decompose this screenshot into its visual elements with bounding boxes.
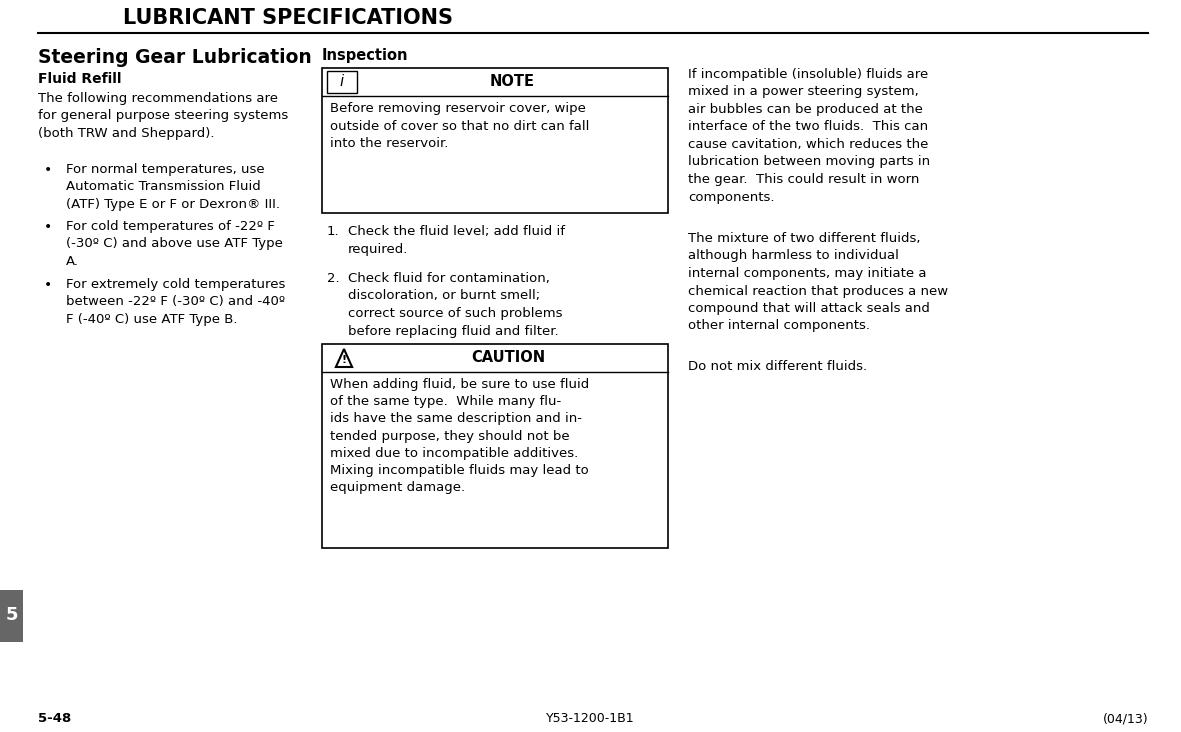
Text: Check the fluid level; add fluid if
required.: Check the fluid level; add fluid if requ… xyxy=(348,225,565,255)
Text: Inspection: Inspection xyxy=(322,48,409,63)
Text: 5-48: 5-48 xyxy=(38,712,71,725)
Text: •: • xyxy=(44,163,52,177)
Text: For cold temperatures of -22º F
(-30º C) and above use ATF Type
A.: For cold temperatures of -22º F (-30º C)… xyxy=(66,220,283,268)
Text: For normal temperatures, use
Automatic Transmission Fluid
(ATF) Type E or F or D: For normal temperatures, use Automatic T… xyxy=(66,163,280,211)
Bar xyxy=(327,71,357,93)
Bar xyxy=(322,344,668,548)
Text: 5: 5 xyxy=(5,606,18,624)
Text: The following recommendations are
for general purpose steering systems
(both TRW: The following recommendations are for ge… xyxy=(38,92,288,140)
Text: •: • xyxy=(44,220,52,234)
Bar xyxy=(322,68,668,213)
Text: Check fluid for contamination,
discoloration, or burnt smell;
correct source of : Check fluid for contamination, discolora… xyxy=(348,272,562,337)
Text: NOTE: NOTE xyxy=(490,75,535,89)
Text: 1.: 1. xyxy=(327,225,340,238)
Text: CAUTION: CAUTION xyxy=(471,351,546,365)
Text: Before removing reservoir cover, wipe
outside of cover so that no dirt can fall
: Before removing reservoir cover, wipe ou… xyxy=(329,102,589,150)
Text: Fluid Refill: Fluid Refill xyxy=(38,72,122,86)
Text: 2.: 2. xyxy=(327,272,340,285)
Text: i: i xyxy=(340,75,344,89)
Text: The mixture of two different fluids,
although harmless to individual
internal co: The mixture of two different fluids, alt… xyxy=(689,232,948,332)
Polygon shape xyxy=(335,349,352,367)
Text: Y53-1200-1B1: Y53-1200-1B1 xyxy=(546,712,635,725)
Text: When adding fluid, be sure to use fluid
of the same type.  While many flu-
ids h: When adding fluid, be sure to use fluid … xyxy=(329,378,589,494)
Text: (04/13): (04/13) xyxy=(1102,712,1148,725)
Text: If incompatible (insoluble) fluids are
mixed in a power steering system,
air bub: If incompatible (insoluble) fluids are m… xyxy=(689,68,931,203)
Text: LUBRICANT SPECIFICATIONS: LUBRICANT SPECIFICATIONS xyxy=(123,8,454,28)
Bar xyxy=(0,590,22,642)
Text: Do not mix different fluids.: Do not mix different fluids. xyxy=(689,360,867,373)
Text: Steering Gear Lubrication: Steering Gear Lubrication xyxy=(38,48,312,67)
Text: !: ! xyxy=(341,355,346,365)
Text: •: • xyxy=(44,278,52,292)
Text: For extremely cold temperatures
between -22º F (-30º C) and -40º
F (-40º C) use : For extremely cold temperatures between … xyxy=(66,278,286,326)
